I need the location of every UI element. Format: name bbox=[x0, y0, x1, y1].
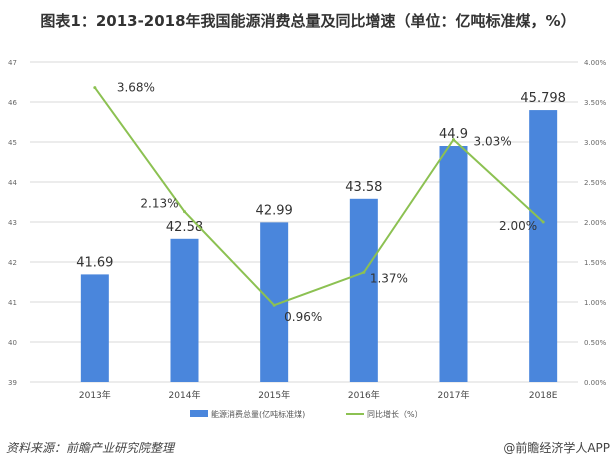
y-right-tick: 0.00% bbox=[584, 379, 607, 387]
legend-bar-swatch bbox=[190, 410, 208, 417]
y-right-tick: 0.50% bbox=[584, 339, 607, 347]
bar-label: 41.69 bbox=[76, 255, 113, 270]
line-point bbox=[183, 210, 186, 214]
chart-title: 图表1：2013-2018年我国能源消费总量及同比增速（单位：亿吨标准煤，%） bbox=[40, 12, 576, 30]
line-label: 2.13% bbox=[140, 197, 178, 211]
line-point bbox=[541, 220, 545, 224]
line-point bbox=[272, 303, 276, 307]
x-tick: 2017年 bbox=[438, 389, 470, 401]
line-label: 1.37% bbox=[370, 271, 408, 285]
y-left-tick: 45 bbox=[8, 139, 17, 147]
x-tick: 2014年 bbox=[169, 389, 201, 401]
y-right-tick: 3.50% bbox=[584, 99, 607, 107]
line-label: 2.00% bbox=[499, 219, 537, 233]
line-label: 3.03% bbox=[474, 135, 512, 149]
y-left-tick: 40 bbox=[8, 339, 17, 347]
y-left-tick: 43 bbox=[8, 219, 17, 227]
y-left-tick: 41 bbox=[8, 299, 17, 307]
x-tick: 2015年 bbox=[258, 389, 290, 401]
x-tick: 2013年 bbox=[79, 389, 111, 401]
bar bbox=[170, 238, 199, 382]
line-label: 3.68% bbox=[117, 81, 155, 95]
y-right-tick: 1.50% bbox=[584, 259, 607, 267]
x-tick: 2016年 bbox=[348, 389, 380, 401]
bar-label: 42.99 bbox=[256, 203, 293, 218]
y-right-tick: 2.50% bbox=[584, 179, 607, 187]
y-left-tick: 39 bbox=[8, 379, 17, 387]
y-right-tick: 3.00% bbox=[584, 139, 607, 147]
brand-label: @前瞻经济学人APP bbox=[503, 441, 610, 455]
y-left-tick: 42 bbox=[8, 259, 17, 267]
line-label: 0.96% bbox=[284, 310, 322, 324]
y-right-tick: 2.00% bbox=[584, 219, 607, 227]
y-right-tick: 4.00% bbox=[584, 59, 607, 67]
bar-label: 43.58 bbox=[345, 180, 382, 195]
y-left-tick: 47 bbox=[8, 59, 17, 67]
y-left-tick: 44 bbox=[8, 179, 17, 187]
y-left-tick: 46 bbox=[8, 99, 17, 107]
bar bbox=[80, 274, 109, 382]
line-point bbox=[93, 86, 97, 90]
bar-label: 44.9 bbox=[439, 127, 468, 142]
line-series bbox=[94, 87, 544, 307]
source-note: 资料来源：前瞻产业研究院整理 bbox=[6, 441, 175, 455]
bar bbox=[349, 198, 378, 382]
y-right-tick: 1.00% bbox=[584, 299, 607, 307]
bar bbox=[529, 110, 558, 382]
x-tick: 2018E bbox=[529, 391, 558, 401]
bar bbox=[439, 146, 468, 382]
bar-label: 45.798 bbox=[520, 91, 566, 106]
line-point bbox=[362, 270, 366, 274]
bar-label: 42.58 bbox=[166, 220, 203, 235]
line-point bbox=[452, 138, 455, 142]
legend-line-label: 同比增长（%） bbox=[367, 409, 423, 419]
legend-bar-label: 能源消费总量(亿吨标准煤) bbox=[211, 409, 305, 419]
